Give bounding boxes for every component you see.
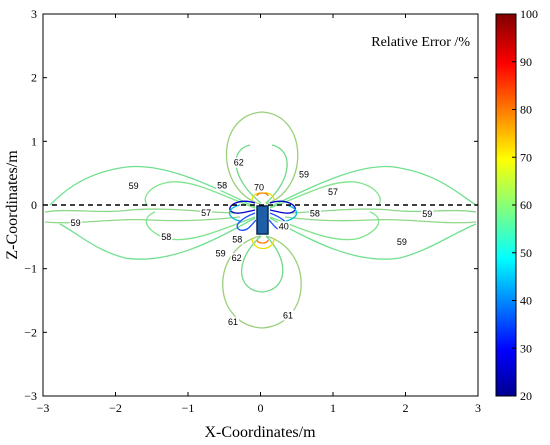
- contour-label: 58: [310, 209, 320, 219]
- contour-label: 59: [397, 237, 407, 247]
- annotation-label: Relative Error /%: [371, 35, 470, 50]
- x-tick-label: 0: [258, 401, 264, 415]
- contour-label: 58: [161, 232, 171, 242]
- contour-label: 59: [71, 218, 81, 228]
- colorbar-tick-label: 30: [520, 341, 532, 355]
- x-tick-label: −2: [109, 401, 122, 415]
- colorbar-tick-label: 70: [520, 150, 532, 164]
- y-tick-label: 2: [31, 71, 37, 85]
- contour-label: 57: [201, 208, 211, 218]
- x-tick-label: 2: [403, 401, 409, 415]
- y-tick-label: −1: [24, 262, 37, 276]
- contour-label: 61: [228, 317, 238, 327]
- contour-label: 70: [254, 182, 264, 192]
- y-tick-label: 1: [31, 134, 37, 148]
- contour-label: 59: [129, 181, 139, 191]
- colorbar-tick-label: 100: [520, 7, 538, 21]
- x-axis-label: X-Coordinates/m: [204, 424, 316, 441]
- contour-label: 61: [283, 310, 293, 320]
- colorbar-tick-label: 60: [520, 198, 532, 212]
- contour-label: 59: [299, 170, 309, 180]
- colorbar-tick-label: 50: [520, 246, 532, 260]
- contour-label: 58: [232, 235, 242, 245]
- colorbar-tick-label: 20: [520, 389, 532, 403]
- contour-label: 59: [422, 209, 432, 219]
- y-axis-label: Z-Coordinates/m: [4, 150, 21, 260]
- y-tick-label: −3: [24, 389, 37, 403]
- colorbar-tick-label: 90: [520, 55, 532, 69]
- colorbar-tick-label: 80: [520, 103, 532, 117]
- x-tick-label: −3: [37, 401, 50, 415]
- contour-label: 62: [234, 158, 244, 168]
- x-tick-label: 1: [330, 401, 336, 415]
- contour-label: 40: [279, 221, 289, 231]
- y-tick-label: 0: [31, 198, 37, 212]
- contour-label: 62: [232, 253, 242, 263]
- contour-label: 57: [328, 187, 338, 197]
- x-tick-label: 3: [475, 401, 481, 415]
- colorbar-tick-label: 40: [520, 294, 532, 308]
- source-rectangle: [257, 206, 268, 234]
- contour-label: 58: [217, 181, 227, 191]
- contour-label: 59: [216, 249, 226, 259]
- x-tick-label: −1: [182, 401, 195, 415]
- y-tick-label: −2: [24, 325, 37, 339]
- y-tick-label: 3: [31, 7, 37, 21]
